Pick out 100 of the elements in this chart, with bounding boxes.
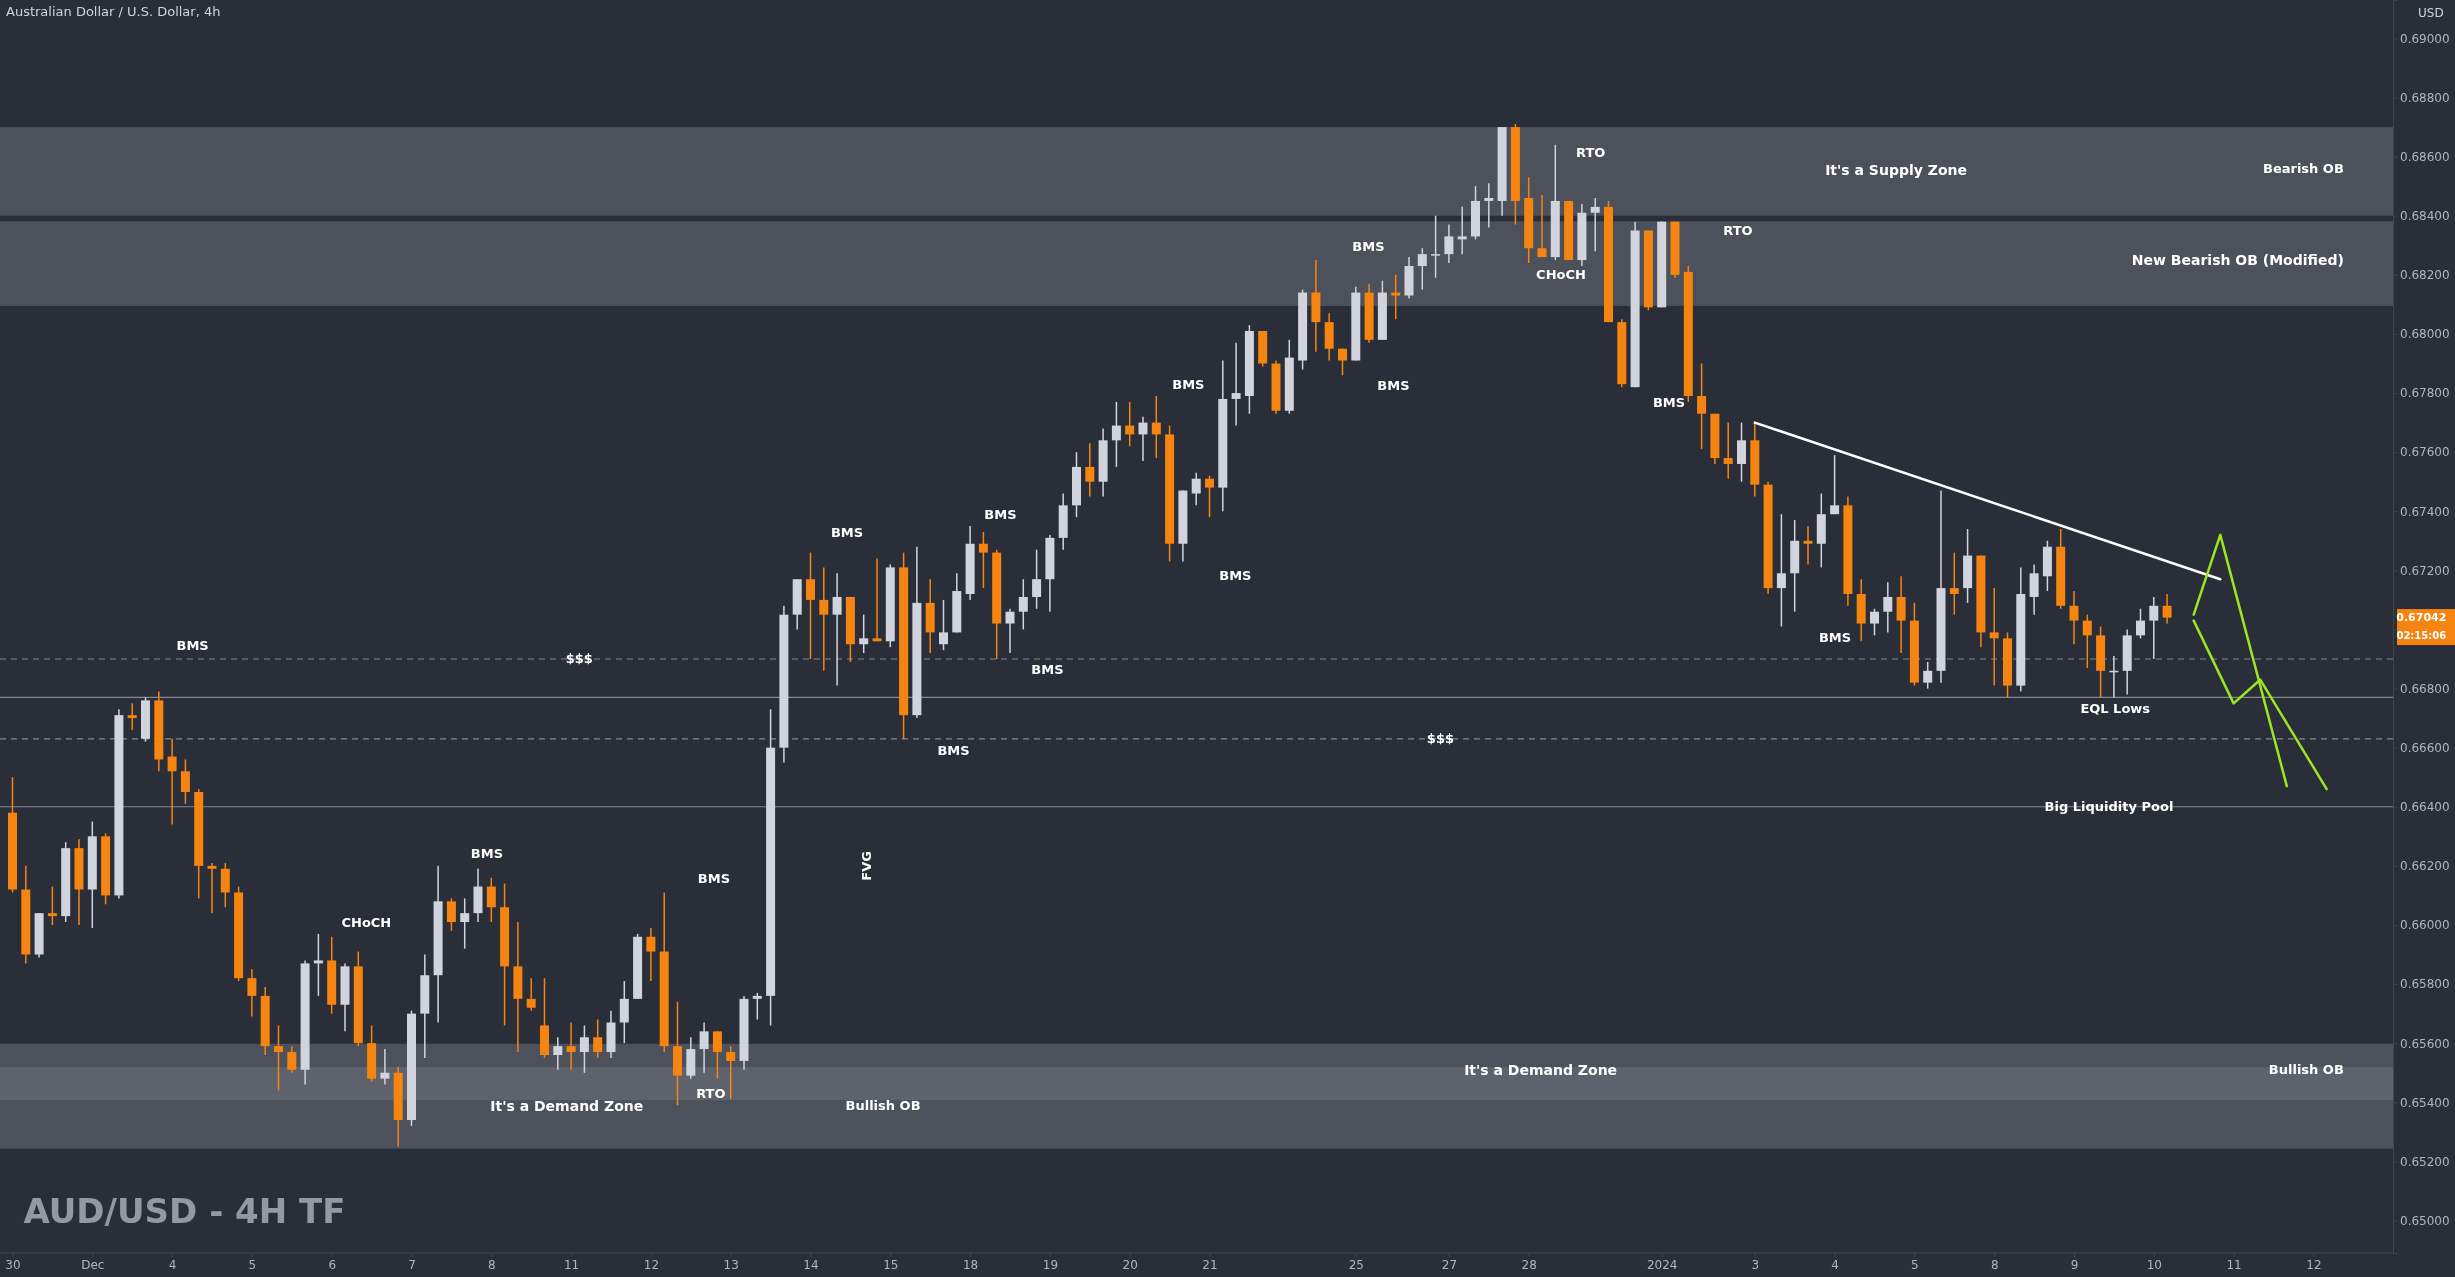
y-tick-label: 0.68800	[2400, 90, 2450, 105]
band-label: New Bearish OB (Modified)	[2131, 252, 2344, 269]
y-tick-label: 0.68400	[2400, 209, 2450, 224]
candlestick	[712, 1030, 722, 1080]
annotation: BMS	[937, 743, 970, 759]
candlestick	[752, 992, 762, 1021]
candlestick	[1737, 421, 1746, 483]
annotation: CHoCH	[341, 915, 392, 931]
candlestick	[1138, 415, 1148, 462]
y-tick-label: 0.67400	[2400, 504, 2450, 519]
x-tick-label: 5	[248, 1257, 257, 1272]
candlestick	[1417, 247, 1427, 291]
candlestick	[939, 599, 948, 651]
candlestick	[313, 933, 323, 997]
candlestick	[1923, 661, 1933, 690]
x-tick-label: 12	[2306, 1257, 2322, 1272]
x-tick-label: 15	[883, 1257, 899, 1272]
candlestick	[2069, 590, 2079, 645]
y-tick-label: 0.66400	[2400, 800, 2450, 815]
candlestick	[553, 1036, 563, 1071]
annotation: BMS	[830, 525, 864, 541]
candlestick	[1457, 206, 1467, 255]
x-tick-label: 9	[2070, 1257, 2079, 1272]
x-tick-label: 8	[487, 1257, 496, 1272]
candlestick	[180, 758, 190, 805]
candlestick	[47, 885, 57, 926]
candlestick	[579, 1024, 589, 1074]
chart-title: Australian Dollar / U.S. Dollar, 4h	[6, 4, 221, 19]
annotation: CHoCH	[1536, 267, 1586, 283]
annotation: BMS	[984, 506, 1017, 522]
candlestick	[1085, 442, 1095, 498]
y-tick-label: 0.68600	[2400, 149, 2450, 164]
candlestick	[446, 897, 456, 932]
candlestick	[1444, 223, 1454, 264]
candlestick	[1205, 475, 1214, 518]
x-tick-label: Dec	[81, 1257, 105, 1272]
candlestick	[699, 1021, 709, 1074]
candlestick	[274, 1024, 283, 1092]
annotation: AUD/USD - 4H TF	[23, 1190, 346, 1231]
annotation: Bullish OB	[845, 1098, 921, 1114]
x-tick-label: 21	[1202, 1257, 1218, 1272]
candlestick	[1723, 421, 1733, 480]
ref-line-label: $$$	[1426, 730, 1454, 746]
candlestick	[1484, 182, 1494, 229]
band-label: It's a Demand Zone	[490, 1097, 644, 1114]
candlestick	[1191, 472, 1201, 507]
x-tick-label: 5	[1911, 1257, 1919, 1272]
annotation: BMS	[1652, 395, 1686, 411]
x-tick-label: 19	[1042, 1257, 1059, 1272]
candlestick	[1896, 575, 1906, 654]
candlestick	[1883, 581, 1893, 634]
annotation: Bearish OB	[2262, 160, 2344, 176]
candlestick	[806, 551, 815, 660]
y-tick-label: 0.67600	[2400, 445, 2450, 460]
annotation: Bullish OB	[2268, 1062, 2344, 1078]
candlestick	[486, 876, 496, 923]
ref-line-label: $$$	[565, 650, 593, 666]
candlestick	[247, 968, 257, 1018]
candlestick	[1590, 197, 1600, 252]
candlestick	[819, 566, 829, 672]
y-tick-label: 0.65000	[2400, 1213, 2450, 1228]
annotation: BMS	[1377, 378, 1410, 394]
candlestick	[1431, 214, 1441, 279]
candlestick	[1111, 401, 1121, 468]
band-label: It's a Demand Zone	[1464, 1061, 1618, 1078]
candlestick	[872, 557, 882, 643]
candlestick	[1005, 608, 1015, 654]
candlestick	[1231, 342, 1241, 427]
candlestick	[1125, 401, 1135, 447]
candlestick	[726, 1045, 736, 1101]
candlestick	[2029, 563, 2039, 616]
x-tick-label: 8	[1990, 1257, 1999, 1272]
x-tick-label: 10	[2146, 1257, 2162, 1272]
x-tick-label: 18	[962, 1257, 979, 1272]
candlestick	[460, 897, 470, 950]
candlestick	[380, 1048, 390, 1086]
x-tick-label: 20	[1122, 1257, 1138, 1272]
candlestick	[566, 1021, 576, 1071]
candlestick	[1151, 395, 1161, 459]
candlestick	[167, 738, 177, 826]
candlestick	[1776, 513, 1786, 628]
candlestick	[207, 862, 217, 914]
x-tick-label: 4	[1831, 1257, 1839, 1272]
annotation: BMS	[1352, 238, 1385, 254]
y-tick-label: 0.69000	[2400, 31, 2450, 46]
x-tick-label: 6	[328, 1257, 337, 1272]
candlestick	[859, 613, 869, 654]
x-tick-label: 3	[1751, 1257, 1760, 1272]
annotation: BMS	[1818, 630, 1852, 646]
candlestick	[593, 1018, 603, 1059]
candlestick	[2162, 593, 2172, 625]
candlestick	[832, 572, 842, 687]
annotation: BMS	[1172, 376, 1205, 392]
candlestick	[1830, 454, 1840, 515]
band-label: It's a Supply Zone	[1825, 161, 1967, 178]
annotation: FVG	[858, 851, 874, 881]
x-tick-label: 30	[5, 1257, 21, 1272]
x-tick-label: 14	[803, 1257, 819, 1272]
x-tick-label: 2024	[1646, 1257, 1678, 1272]
x-tick-label: 7	[408, 1257, 416, 1272]
